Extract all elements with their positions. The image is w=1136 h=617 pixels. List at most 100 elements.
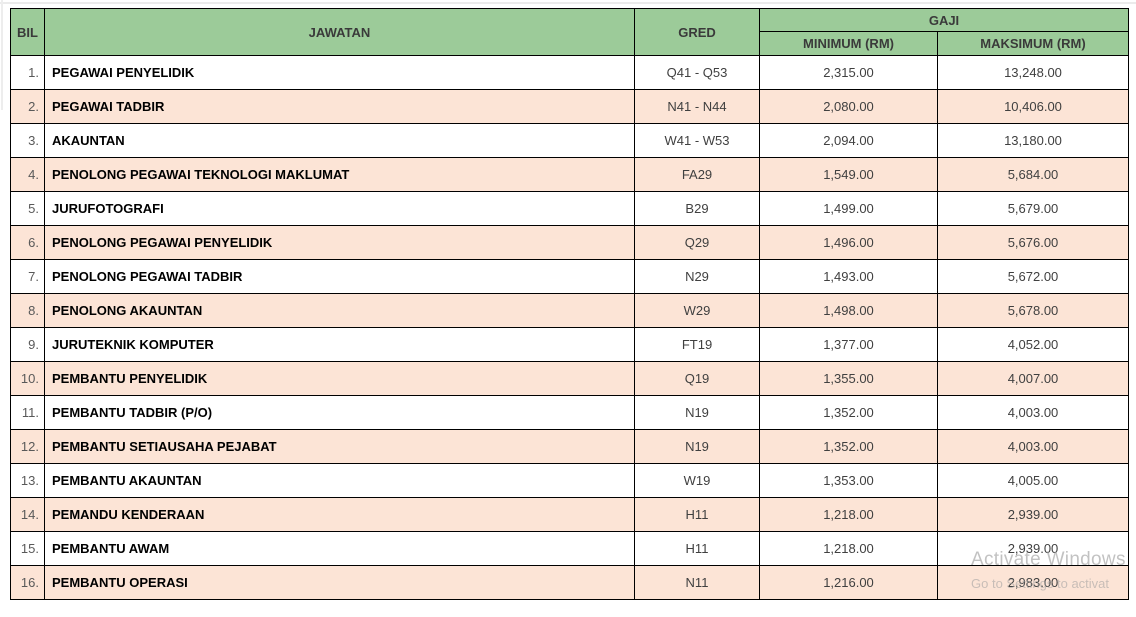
cell-max: 2,939.00 — [937, 531, 1129, 566]
cell-bil: 4. — [10, 157, 45, 192]
table-row: 5. JURUFOTOGRAFI B29 1,499.00 5,679.00 — [10, 191, 1129, 226]
table-body: 1. PEGAWAI PENYELIDIK Q41 - Q53 2,315.00 13,… — [10, 55, 1129, 600]
cell-max: 4,003.00 — [937, 395, 1129, 430]
table-header: BIL JAWATAN GRED GAJI MINIMUM (RM) MAKSI… — [10, 8, 1129, 56]
cell-gred: Q41 - Q53 — [634, 55, 760, 90]
cell-gred: H11 — [634, 497, 760, 532]
cell-bil: 5. — [10, 191, 45, 226]
header-gaji: GAJI — [759, 8, 1129, 32]
table-row: 13. PEMBANTU AKAUNTAN W19 1,353.00 4,005.00 — [10, 463, 1129, 498]
cell-min: 1,549.00 — [759, 157, 938, 192]
table-row: 4. PENOLONG PEGAWAI TEKNOLOGI MAKLUMAT FA2… — [10, 157, 1129, 192]
cell-gred: Q29 — [634, 225, 760, 260]
cell-max: 10,406.00 — [937, 89, 1129, 124]
table-row: 16. PEMBANTU OPERASI N11 1,216.00 2,983.00 — [10, 565, 1129, 600]
cell-bil: 7. — [10, 259, 45, 294]
cell-bil: 10. — [10, 361, 45, 396]
salary-table: BIL JAWATAN GRED GAJI MINIMUM (RM) MAKSI… — [10, 8, 1129, 600]
cell-min: 1,498.00 — [759, 293, 938, 328]
cell-min: 1,352.00 — [759, 429, 938, 464]
cell-max: 5,676.00 — [937, 225, 1129, 260]
cell-bil: 9. — [10, 327, 45, 362]
cell-gred: FA29 — [634, 157, 760, 192]
cell-gred: B29 — [634, 191, 760, 226]
cell-min: 1,496.00 — [759, 225, 938, 260]
cell-jawatan: PEGAWAI TADBIR — [44, 89, 635, 124]
cell-min: 1,377.00 — [759, 327, 938, 362]
cell-min: 2,080.00 — [759, 89, 938, 124]
cell-gred: FT19 — [634, 327, 760, 362]
table-row: 7. PENOLONG PEGAWAI TADBIR N29 1,493.00 5,67… — [10, 259, 1129, 294]
header-minimum: MINIMUM (RM) — [759, 31, 938, 56]
table-row: 14. PEMANDU KENDERAAN H11 1,218.00 2,939.00 — [10, 497, 1129, 532]
cell-gred: W19 — [634, 463, 760, 498]
cell-max: 5,678.00 — [937, 293, 1129, 328]
table-row: 2. PEGAWAI TADBIR N41 - N44 2,080.00 10,406.… — [10, 89, 1129, 124]
cell-bil: 2. — [10, 89, 45, 124]
cell-gred: N19 — [634, 429, 760, 464]
cell-jawatan: PEGAWAI PENYELIDIK — [44, 55, 635, 90]
header-jawatan: JAWATAN — [44, 8, 635, 56]
table-row: 15. PEMBANTU AWAM H11 1,218.00 2,939.00 — [10, 531, 1129, 566]
cell-bil: 15. — [10, 531, 45, 566]
cell-gred: W41 - W53 — [634, 123, 760, 158]
cell-jawatan: PEMBANTU PENYELIDIK — [44, 361, 635, 396]
cell-max: 5,684.00 — [937, 157, 1129, 192]
cell-jawatan: PENOLONG PEGAWAI TEKNOLOGI MAKLUMAT — [44, 157, 635, 192]
cell-jawatan: PENOLONG AKAUNTAN — [44, 293, 635, 328]
cell-max: 13,180.00 — [937, 123, 1129, 158]
cell-gred: H11 — [634, 531, 760, 566]
table-row: 11. PEMBANTU TADBIR (P/O) N19 1,352.00 4,003… — [10, 395, 1129, 430]
cell-min: 2,315.00 — [759, 55, 938, 90]
cell-min: 1,499.00 — [759, 191, 938, 226]
cell-jawatan: PEMANDU KENDERAAN — [44, 497, 635, 532]
cell-min: 2,094.00 — [759, 123, 938, 158]
cell-max: 13,248.00 — [937, 55, 1129, 90]
cell-min: 1,353.00 — [759, 463, 938, 498]
cell-max: 5,672.00 — [937, 259, 1129, 294]
page-top-divider — [0, 2, 1136, 4]
cell-min: 1,355.00 — [759, 361, 938, 396]
cell-bil: 1. — [10, 55, 45, 90]
cell-jawatan: PEMBANTU SETIAUSAHA PEJABAT — [44, 429, 635, 464]
cell-bil: 8. — [10, 293, 45, 328]
cell-max: 5,679.00 — [937, 191, 1129, 226]
cell-bil: 11. — [10, 395, 45, 430]
table-row: 1. PEGAWAI PENYELIDIK Q41 - Q53 2,315.00 13,… — [10, 55, 1129, 90]
cell-jawatan: PEMBANTU TADBIR (P/O) — [44, 395, 635, 430]
cell-gred: Q19 — [634, 361, 760, 396]
cell-max: 2,939.00 — [937, 497, 1129, 532]
table-row: 10. PEMBANTU PENYELIDIK Q19 1,355.00 4,007.0… — [10, 361, 1129, 396]
cell-jawatan: PEMBANTU AKAUNTAN — [44, 463, 635, 498]
cell-jawatan: JURUTEKNIK KOMPUTER — [44, 327, 635, 362]
header-maksimum: MAKSIMUM (RM) — [937, 31, 1129, 56]
header-bil: BIL — [10, 8, 45, 56]
table-row: 3. AKAUNTAN W41 - W53 2,094.00 13,180.00 — [10, 123, 1129, 158]
cell-max: 4,052.00 — [937, 327, 1129, 362]
cell-jawatan: PENOLONG PEGAWAI TADBIR — [44, 259, 635, 294]
cell-min: 1,218.00 — [759, 497, 938, 532]
cell-gred: N29 — [634, 259, 760, 294]
cell-max: 4,007.00 — [937, 361, 1129, 396]
cell-min: 1,352.00 — [759, 395, 938, 430]
cell-bil: 6. — [10, 225, 45, 260]
cell-max: 4,003.00 — [937, 429, 1129, 464]
cell-gred: W29 — [634, 293, 760, 328]
cell-max: 2,983.00 — [937, 565, 1129, 600]
table-row: 9. JURUTEKNIK KOMPUTER FT19 1,377.00 4,052.0… — [10, 327, 1129, 362]
cell-min: 1,493.00 — [759, 259, 938, 294]
table-row: 12. PEMBANTU SETIAUSAHA PEJABAT N19 1,352.0… — [10, 429, 1129, 464]
cell-bil: 16. — [10, 565, 45, 600]
table-row: 8. PENOLONG AKAUNTAN W29 1,498.00 5,678.00 — [10, 293, 1129, 328]
cell-jawatan: PENOLONG PEGAWAI PENYELIDIK — [44, 225, 635, 260]
cell-jawatan: PEMBANTU OPERASI — [44, 565, 635, 600]
cell-jawatan: AKAUNTAN — [44, 123, 635, 158]
cell-max: 4,005.00 — [937, 463, 1129, 498]
cell-jawatan: PEMBANTU AWAM — [44, 531, 635, 566]
cell-min: 1,218.00 — [759, 531, 938, 566]
cell-bil: 12. — [10, 429, 45, 464]
cell-bil: 14. — [10, 497, 45, 532]
page-left-divider — [1, 0, 3, 110]
cell-min: 1,216.00 — [759, 565, 938, 600]
cell-gred: N11 — [634, 565, 760, 600]
